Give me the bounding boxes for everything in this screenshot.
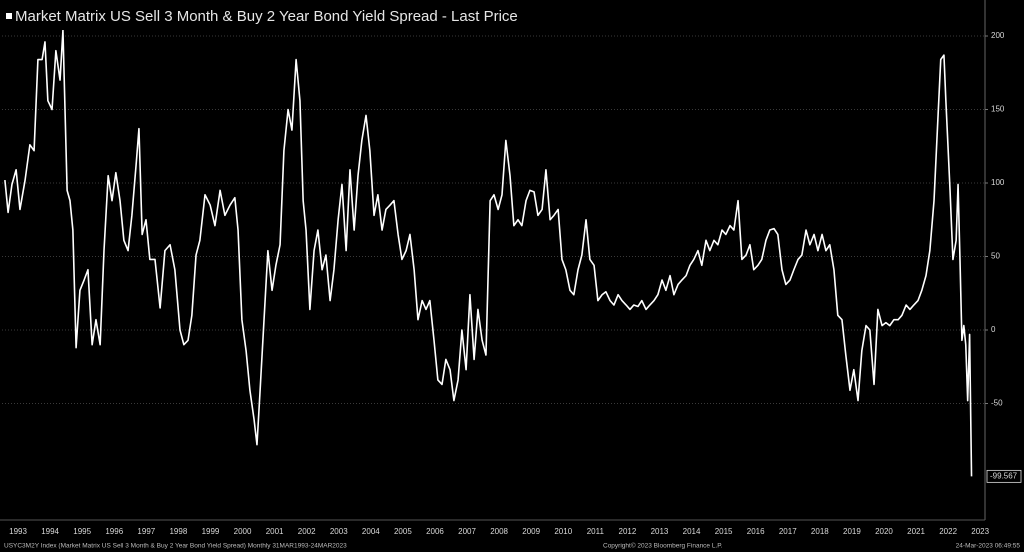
x-tick-label: 1996 <box>105 527 123 536</box>
x-tick-label: 2007 <box>458 527 476 536</box>
grid <box>2 35 985 405</box>
x-tick-label: 2004 <box>362 527 380 536</box>
footer-right: 24-Mar-2023 06:49:55 <box>956 543 1021 550</box>
x-tick-label: 1997 <box>137 527 155 536</box>
x-tick-label: 2001 <box>266 527 284 536</box>
line-series <box>4 29 973 477</box>
x-tick-label: 1995 <box>73 527 91 536</box>
x-tick-label: 2014 <box>683 527 701 536</box>
x-tick-label: 1993 <box>9 527 27 536</box>
x-tick-label: 2013 <box>651 527 669 536</box>
plot <box>4 29 973 477</box>
x-tick-label: 2019 <box>843 527 861 536</box>
x-tick-label: 2023 <box>971 527 989 536</box>
chart-title: Market Matrix US Sell 3 Month & Buy 2 Ye… <box>15 8 518 25</box>
footer-center: Copyright© 2023 Bloomberg Finance L.P. <box>603 542 723 550</box>
footer-left: USYC3M2Y Index (Market Matrix US Sell 3 … <box>4 543 347 550</box>
x-tick-label: 2015 <box>715 527 733 536</box>
y-tick-label: 0 <box>991 325 996 334</box>
x-tick-label: 2006 <box>426 527 444 536</box>
y-tick-label: 50 <box>991 252 1000 261</box>
x-tick-label: 2021 <box>907 527 925 536</box>
x-tick-label: 2011 <box>587 527 605 536</box>
x-tick-label: 1994 <box>41 527 59 536</box>
x-tick-label: 2016 <box>747 527 765 536</box>
x-tick-label: 2020 <box>875 527 893 536</box>
x-tick-label: 2018 <box>811 527 829 536</box>
axis-labels: 200 150 100 50 0 -50 1993 1994 1995 1996 1997 1998 1… <box>9 31 1022 536</box>
y-tick-label: -50 <box>991 399 1003 408</box>
x-tick-label: 2008 <box>490 527 508 536</box>
last-price-box <box>986 469 1022 483</box>
x-tick-label: 2000 <box>234 527 252 536</box>
x-tick-label: 2003 <box>330 527 348 536</box>
x-tick-label: 2005 <box>394 527 412 536</box>
x-tick-label: 2010 <box>554 527 572 536</box>
x-tick-label: 2002 <box>298 527 316 536</box>
last-price-label: -99.567 <box>990 471 1018 480</box>
y-tick-label: 150 <box>991 105 1005 114</box>
y-tick-label: 100 <box>991 178 1005 187</box>
x-tick-label: 2012 <box>619 527 637 536</box>
x-tick-label: 2009 <box>522 527 540 536</box>
legend-swatch <box>6 13 12 19</box>
y-tick-label: 200 <box>991 31 1005 40</box>
x-tick-label: 1999 <box>202 527 220 536</box>
title-bg <box>2 4 587 30</box>
x-tick-label: 2022 <box>939 527 957 536</box>
x-tick-label: 1998 <box>169 527 187 536</box>
x-tick-label: 2017 <box>779 527 797 536</box>
